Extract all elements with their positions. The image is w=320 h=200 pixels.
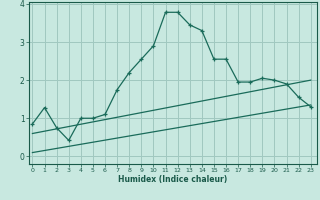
X-axis label: Humidex (Indice chaleur): Humidex (Indice chaleur): [118, 175, 228, 184]
